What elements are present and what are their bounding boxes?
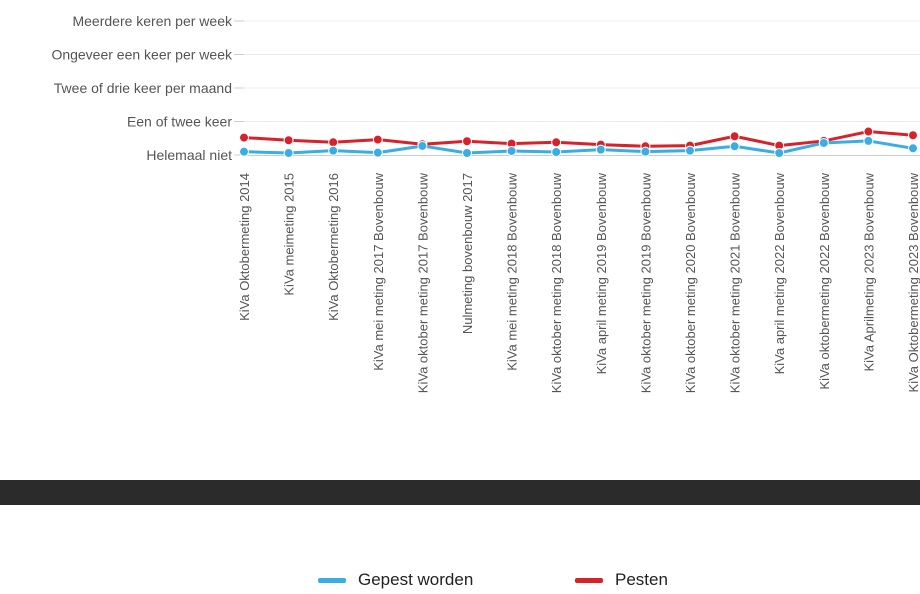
x-tick-label: KiVa oktober meting 2021 Bovenbouw <box>728 172 743 393</box>
y-tick-label: Ongeveer een keer per week <box>51 47 233 63</box>
data-point <box>462 136 472 147</box>
data-point <box>462 147 472 158</box>
y-tick-label: Helemaal niet <box>146 147 232 163</box>
x-tick-label: KiVa Aprilmeting 2023 Bovenbouw <box>861 172 876 371</box>
data-point <box>506 145 517 156</box>
x-tick-label: KiVa oktober meting 2019 Bovenbouw <box>638 172 653 393</box>
legend-label-series-2: Pesten <box>615 570 668 589</box>
legend-swatch-series-2 <box>575 577 603 583</box>
data-point <box>283 147 294 158</box>
x-tick-label: KiVa april meting 2019 Bovenbouw <box>594 172 609 374</box>
data-point <box>863 135 874 146</box>
data-point <box>685 145 695 156</box>
x-tick-label: Nulmeting bovenbouw 2017 <box>460 173 475 334</box>
y-tick-label: Twee of drie keer per maand <box>54 80 232 96</box>
x-tick-label: KiVa oktober meting 2018 Bovenbouw <box>549 172 564 393</box>
legend-item-series-1[interactable]: Gepest worden <box>318 570 473 590</box>
legend-label-series-1: Gepest worden <box>358 570 474 589</box>
data-point <box>818 137 829 148</box>
chart-legend: Gepest worden Pesten <box>0 570 920 594</box>
legend-item-series-2[interactable]: Pesten <box>575 570 668 590</box>
series-line <box>242 139 915 155</box>
data-point <box>417 140 428 151</box>
data-point <box>239 146 249 157</box>
data-point <box>239 132 249 143</box>
data-point <box>551 137 562 148</box>
x-tick-label: KiVa Oktobermeting 2014 <box>237 173 252 321</box>
data-point <box>908 130 918 141</box>
x-tick-label: KiVa Oktobermeting 2016 <box>326 173 341 321</box>
data-point <box>551 146 562 157</box>
data-point <box>729 131 740 142</box>
x-tick-label: KiVa Oktobermeting 2023 Bovenbouw <box>906 172 920 392</box>
data-point <box>774 147 785 158</box>
data-point <box>372 134 383 145</box>
data-point <box>908 143 918 154</box>
y-tick-label: Meerdere keren per week <box>72 13 233 29</box>
x-tick-label: KiVa oktobermeting 2022 Bovenbouw <box>817 172 832 389</box>
y-tick-label: Een of twee keer <box>127 114 232 130</box>
legend-swatch-series-1 <box>318 577 346 583</box>
x-tick-label: KiVa meimeting 2015 <box>282 173 297 296</box>
x-tick-label: KiVa mei meting 2018 Bovenbouw <box>505 172 520 370</box>
data-point <box>372 147 383 158</box>
x-tick-label: KiVa april meting 2022 Bovenbouw <box>772 172 787 374</box>
x-tick-label: KiVa oktober meting 2017 Bovenbouw <box>415 172 430 393</box>
x-tick-label: KiVa oktober meting 2020 Bovenbouw <box>683 172 698 393</box>
data-point <box>863 126 874 137</box>
x-tick-label: KiVa mei meting 2017 Bovenbouw <box>371 172 386 370</box>
line-chart: Helemaal niet Een of twee keer Twee of dri… <box>51 13 920 393</box>
data-point <box>328 137 339 148</box>
series-line <box>242 130 915 148</box>
data-point <box>640 146 651 157</box>
data-point <box>729 141 740 152</box>
data-point <box>595 144 606 155</box>
chart-svg: Helemaal niet Een of twee keer Twee of dri… <box>51 13 920 393</box>
footer-bar <box>0 480 920 505</box>
data-point <box>328 145 339 156</box>
data-point <box>283 135 294 146</box>
